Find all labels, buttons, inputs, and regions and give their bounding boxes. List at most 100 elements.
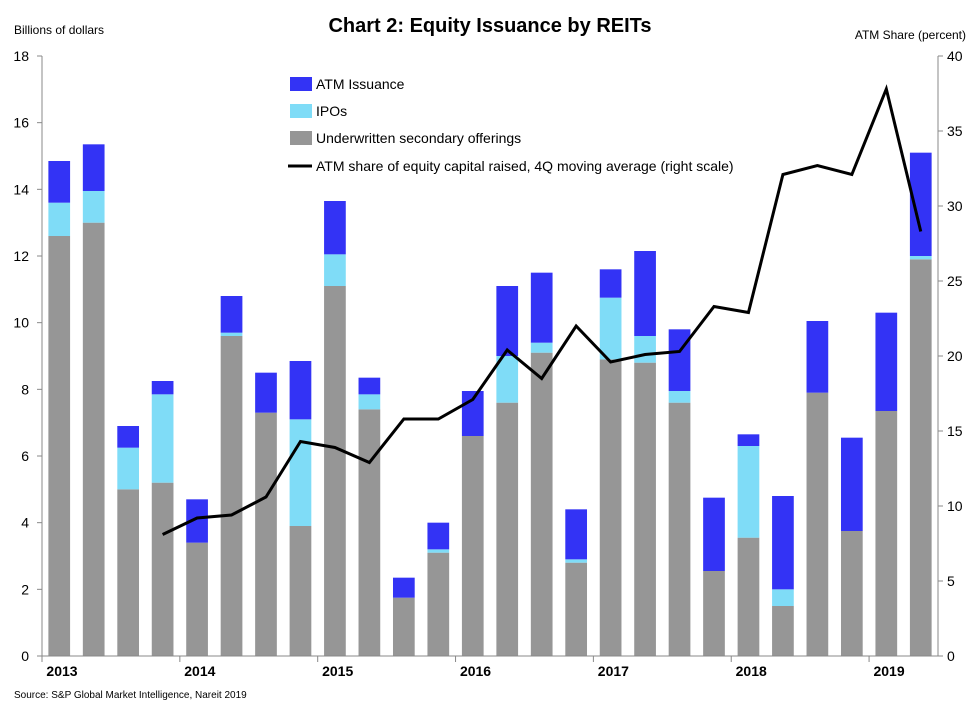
bar-ipos-2013Q4 bbox=[151, 394, 174, 483]
bar-secondary-2018Q3 bbox=[806, 392, 829, 656]
left-ticks-group: 0 2 4 6 8 10 12 14 16 18 bbox=[13, 48, 42, 664]
bar-secondary-2015Q3 bbox=[392, 597, 415, 656]
bar-ipos-2013Q2 bbox=[82, 191, 105, 223]
bar-atm-2016Q2 bbox=[496, 286, 519, 356]
bar-secondary-2019Q1 bbox=[875, 411, 898, 656]
bar-secondary-2013Q4 bbox=[151, 482, 174, 656]
right-ticks-group: 0 5 10 15 20 25 30 35 40 bbox=[938, 48, 963, 664]
bar-atm-2018Q2 bbox=[772, 496, 794, 590]
bar-ipos-2016Q4 bbox=[565, 559, 588, 563]
bar-atm-2017Q2 bbox=[634, 251, 656, 336]
bar-secondary-2016Q2 bbox=[496, 402, 519, 656]
bar-ipos-2013Q1 bbox=[48, 202, 71, 236]
bar-secondary-2019Q2 bbox=[909, 259, 932, 656]
bar-atm-2013Q3 bbox=[117, 426, 140, 448]
bar-secondary-2017Q4 bbox=[703, 571, 725, 656]
year-label-2018: 2018 bbox=[736, 663, 767, 679]
left-tick-label: 8 bbox=[21, 381, 29, 397]
left-tick-label: 6 bbox=[21, 448, 29, 464]
bar-atm-2016Q3 bbox=[530, 272, 553, 343]
right-tick-label: 25 bbox=[947, 273, 963, 289]
left-axis-label: Billions of dollars bbox=[14, 23, 104, 37]
bar-ipos-2015Q1 bbox=[324, 254, 346, 286]
bar-atm-2014Q1 bbox=[186, 499, 208, 543]
bar-atm-2013Q1 bbox=[48, 161, 71, 203]
bar-atm-2013Q2 bbox=[82, 144, 105, 191]
year-label-2014: 2014 bbox=[184, 663, 215, 679]
bar-atm-2018Q3 bbox=[806, 321, 829, 393]
right-tick-label: 40 bbox=[947, 48, 963, 64]
line-group bbox=[161, 84, 923, 536]
bar-ipos-2017Q3 bbox=[668, 391, 691, 403]
bar-secondary-2018Q4 bbox=[840, 531, 863, 656]
bar-ipos-2013Q3 bbox=[117, 447, 140, 490]
year-labels-group: 2013 2014 2015 2016 2017 2018 2019 bbox=[41, 656, 905, 679]
year-label-2019: 2019 bbox=[873, 663, 904, 679]
legend-swatch-atm bbox=[290, 77, 312, 91]
bar-secondary-2017Q3 bbox=[668, 402, 691, 656]
bar-atm-2014Q2 bbox=[220, 296, 243, 333]
left-tick-label: 2 bbox=[21, 581, 29, 597]
bar-atm-2018Q1 bbox=[737, 434, 760, 446]
bar-secondary-2015Q2 bbox=[358, 409, 381, 656]
bar-ipos-2018Q2 bbox=[772, 589, 794, 606]
bar-secondary-2018Q1 bbox=[737, 537, 760, 656]
right-axis-label: ATM Share (percent) bbox=[855, 28, 966, 42]
legend-swatch-ipos bbox=[290, 104, 312, 118]
bar-atm-2015Q1 bbox=[324, 201, 346, 255]
bar-ipos-2019Q2 bbox=[909, 256, 932, 260]
bar-ipos-2014Q4 bbox=[289, 419, 312, 526]
legend-label-ipos: IPOs bbox=[316, 103, 347, 119]
left-tick-label: 12 bbox=[13, 248, 29, 264]
legend-label-atm-share: ATM share of equity capital raised, 4Q m… bbox=[316, 158, 734, 174]
bar-ipos-2017Q1 bbox=[599, 297, 622, 360]
right-tick-label: 20 bbox=[947, 348, 963, 364]
right-tick-label: 30 bbox=[947, 198, 963, 214]
bar-secondary-2016Q1 bbox=[461, 436, 484, 656]
left-tick-label: 14 bbox=[13, 181, 29, 197]
axes-group bbox=[41, 56, 939, 657]
bar-secondary-2015Q1 bbox=[324, 286, 346, 656]
bar-secondary-2016Q3 bbox=[530, 352, 553, 656]
bars-group bbox=[48, 144, 932, 657]
source-note: Source: S&P Global Market Intelligence, … bbox=[14, 690, 247, 701]
bar-secondary-2017Q2 bbox=[634, 362, 656, 656]
atm-share-line bbox=[161, 84, 923, 536]
left-tick-label: 0 bbox=[21, 648, 29, 664]
right-tick-label: 35 bbox=[947, 123, 963, 139]
left-tick-label: 18 bbox=[13, 48, 29, 64]
bar-atm-2018Q4 bbox=[840, 437, 863, 531]
legend: ATM Issuance IPOs Underwritten secondary… bbox=[288, 76, 734, 174]
bar-secondary-2014Q3 bbox=[255, 412, 277, 656]
left-tick-label: 4 bbox=[21, 515, 29, 531]
bar-secondary-2017Q1 bbox=[599, 359, 622, 656]
legend-swatch-secondary bbox=[290, 131, 312, 145]
bar-ipos-2014Q2 bbox=[220, 332, 243, 336]
bar-atm-2017Q1 bbox=[599, 269, 622, 298]
right-tick-label: 0 bbox=[947, 648, 955, 664]
legend-label-atm: ATM Issuance bbox=[316, 76, 405, 92]
bar-atm-2014Q3 bbox=[255, 372, 277, 413]
bar-atm-2017Q3 bbox=[668, 329, 691, 391]
year-label-2015: 2015 bbox=[322, 663, 353, 679]
right-tick-label: 10 bbox=[947, 498, 963, 514]
bar-ipos-2016Q2 bbox=[496, 356, 519, 403]
year-label-2016: 2016 bbox=[460, 663, 491, 679]
bar-atm-2019Q2 bbox=[909, 152, 932, 256]
bar-ipos-2015Q2 bbox=[358, 394, 381, 410]
bar-atm-2013Q4 bbox=[151, 381, 174, 395]
right-tick-label: 15 bbox=[947, 423, 963, 439]
bar-atm-2015Q2 bbox=[358, 377, 381, 395]
legend-label-secondary: Underwritten secondary offerings bbox=[316, 130, 521, 146]
bar-ipos-2018Q1 bbox=[737, 446, 760, 538]
bar-atm-2016Q4 bbox=[565, 509, 588, 560]
bar-atm-2019Q1 bbox=[875, 312, 898, 411]
bar-ipos-2015Q4 bbox=[427, 549, 450, 553]
bar-secondary-2018Q2 bbox=[772, 606, 794, 656]
bar-secondary-2014Q1 bbox=[186, 542, 208, 656]
bar-secondary-2013Q2 bbox=[82, 222, 105, 657]
bar-secondary-2013Q1 bbox=[48, 236, 71, 656]
bar-ipos-2017Q2 bbox=[634, 336, 656, 363]
year-label-2013: 2013 bbox=[46, 663, 77, 679]
